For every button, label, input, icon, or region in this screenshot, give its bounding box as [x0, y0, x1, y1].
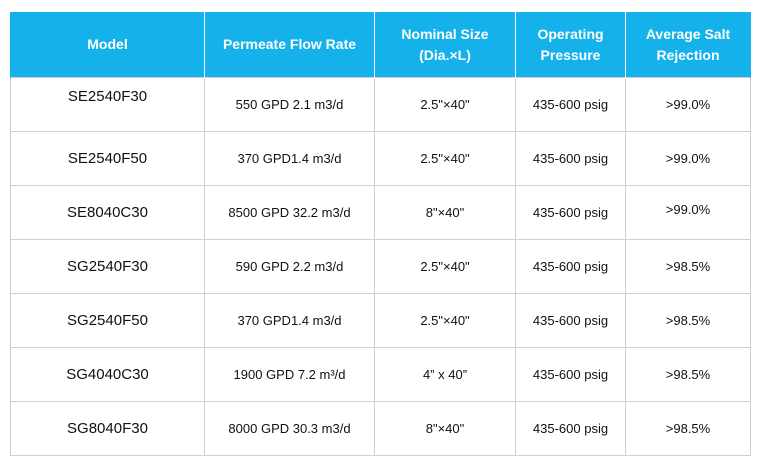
cell-pressure: 435-600 psig [515, 239, 626, 294]
cell-model: SE2540F50 [10, 131, 205, 186]
cell-size: 2.5"×40" [374, 77, 516, 132]
table-row: SG8040F30 8000 GPD 30.3 m3/d 8"×40" 435-… [10, 401, 751, 456]
cell-size: 4” x 40” [374, 347, 516, 402]
cell-size: 2.5"×40" [374, 131, 516, 186]
header-nominal-size: Nominal Size (Dia.×L) [374, 12, 516, 78]
cell-rejection: >99.0% [625, 185, 751, 240]
table-row: SG2540F50 370 GPD1.4 m3/d 2.5"×40" 435-6… [10, 293, 751, 348]
cell-size: 8"×40" [374, 401, 516, 456]
cell-size: 2.5"×40" [374, 293, 516, 348]
cell-pressure: 435-600 psig [515, 347, 626, 402]
cell-model: SE8040C30 [10, 185, 205, 240]
table-row: SG2540F30 590 GPD 2.2 m3/d 2.5"×40" 435-… [10, 239, 751, 294]
cell-model: SG8040F30 [10, 401, 205, 456]
header-model: Model [10, 12, 205, 78]
table-row: SE8040C30 8500 GPD 32.2 m3/d 8"×40" 435-… [10, 185, 751, 240]
cell-flow-rate: 1900 GPD 7.2 m³/d [204, 347, 375, 402]
header-operating-pressure: Operating Pressure [515, 12, 626, 78]
cell-pressure: 435-600 psig [515, 293, 626, 348]
cell-model: SG2540F30 [10, 239, 205, 294]
membrane-spec-table: Model Permeate Flow Rate Nominal Size (D… [10, 12, 751, 456]
cell-size: 2.5"×40" [374, 239, 516, 294]
cell-rejection: >98.5% [625, 401, 751, 456]
table-row: SG4040C30 1900 GPD 7.2 m³/d 4” x 40” 435… [10, 347, 751, 402]
cell-flow-rate: 8000 GPD 30.3 m3/d [204, 401, 375, 456]
cell-rejection: >99.0% [625, 77, 751, 132]
cell-pressure: 435-600 psig [515, 77, 626, 132]
cell-rejection: >98.5% [625, 347, 751, 402]
table-header-row: Model Permeate Flow Rate Nominal Size (D… [10, 12, 751, 78]
cell-pressure: 435-600 psig [515, 401, 626, 456]
cell-rejection: >99.0% [625, 131, 751, 186]
cell-flow-rate: 370 GPD1.4 m3/d [204, 293, 375, 348]
header-average-salt-rejection: Average Salt Rejection [625, 12, 751, 78]
header-permeate-flow-rate: Permeate Flow Rate [204, 12, 375, 78]
cell-model: SG4040C30 [10, 347, 205, 402]
cell-flow-rate: 550 GPD 2.1 m3/d [204, 77, 375, 132]
membrane-spec-table-container: Model Permeate Flow Rate Nominal Size (D… [10, 12, 751, 456]
cell-flow-rate: 8500 GPD 32.2 m3/d [204, 185, 375, 240]
cell-model: SE2540F30 [10, 77, 205, 132]
cell-pressure: 435-600 psig [515, 185, 626, 240]
cell-rejection: >98.5% [625, 293, 751, 348]
cell-flow-rate: 370 GPD1.4 m3/d [204, 131, 375, 186]
cell-size: 8"×40" [374, 185, 516, 240]
cell-pressure: 435-600 psig [515, 131, 626, 186]
cell-model: SG2540F50 [10, 293, 205, 348]
table-row: SE2540F50 370 GPD1.4 m3/d 2.5"×40" 435-6… [10, 131, 751, 186]
cell-flow-rate: 590 GPD 2.2 m3/d [204, 239, 375, 294]
table-row: SE2540F30 550 GPD 2.1 m3/d 2.5"×40" 435-… [10, 77, 751, 132]
cell-rejection: >98.5% [625, 239, 751, 294]
